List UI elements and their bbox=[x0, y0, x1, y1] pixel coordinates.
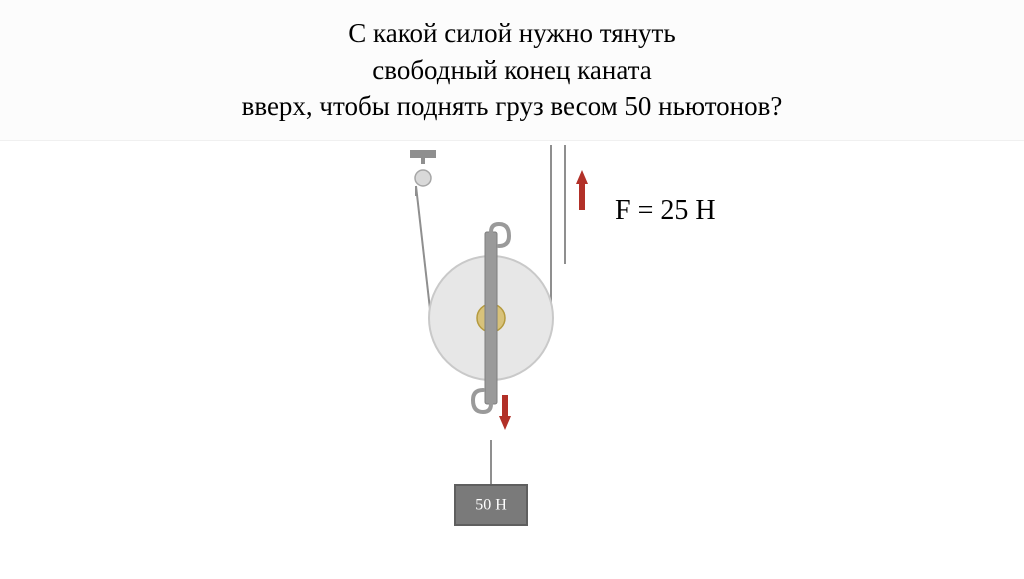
question-band: С какой силой нужно тянуть свободный кон… bbox=[0, 0, 1024, 141]
pulley-diagram: 50 H F = 25 H bbox=[0, 140, 1024, 574]
fixed-pulley bbox=[415, 170, 431, 186]
question-line2: свободный конец каната bbox=[372, 55, 651, 85]
force-arrow-tail bbox=[502, 395, 508, 416]
diagram-svg: 50 H bbox=[0, 140, 1024, 574]
rope-left bbox=[416, 186, 431, 318]
force-arrow-head bbox=[576, 170, 588, 184]
load-label: 50 H bbox=[475, 497, 507, 514]
question-text: С какой силой нужно тянуть свободный кон… bbox=[242, 15, 783, 124]
ceiling-stem bbox=[421, 158, 425, 164]
force-arrow-head bbox=[499, 416, 511, 430]
force-arrow-tail bbox=[579, 184, 585, 210]
ceiling-mount bbox=[410, 150, 436, 158]
pulley-strap bbox=[485, 232, 497, 404]
question-line3: вверх, чтобы поднять груз весом 50 ньюто… bbox=[242, 91, 783, 121]
question-line1: С какой силой нужно тянуть bbox=[348, 18, 675, 48]
answer-label: F = 25 H bbox=[615, 195, 716, 227]
